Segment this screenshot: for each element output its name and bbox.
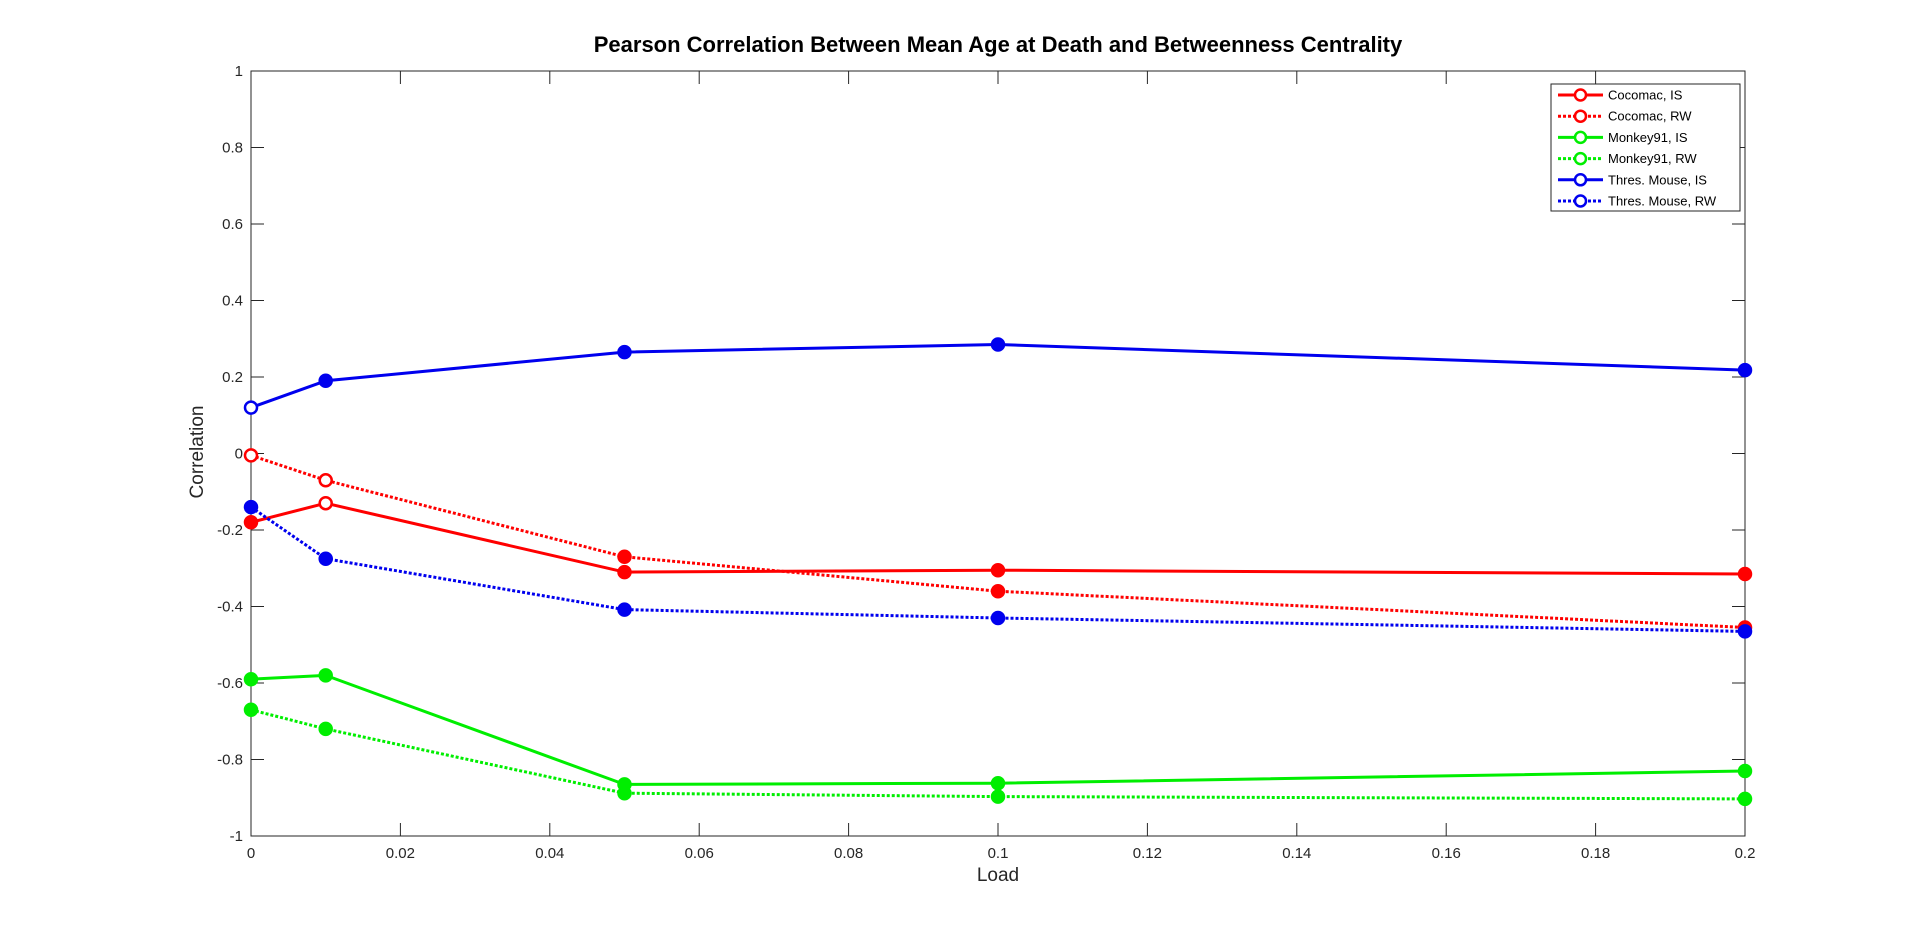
data-point <box>1737 362 1753 378</box>
data-point <box>243 448 259 463</box>
data-point <box>243 400 259 415</box>
y-tick-label: 0.2 <box>222 369 243 386</box>
series-line <box>250 505 1746 633</box>
legend-marker <box>1573 151 1588 166</box>
legend: Cocomac, IS Cocomac, RW Monkey91, IS Monkey… <box>1550 83 1741 212</box>
series-layer <box>243 337 1753 807</box>
data-point <box>617 549 632 565</box>
data-point <box>243 515 259 530</box>
x-tick-label: 0.14 <box>1282 845 1311 862</box>
y-tick-label: 1 <box>235 63 243 80</box>
data-point <box>990 583 1006 599</box>
legend-label: Monkey91, IS <box>1608 130 1688 145</box>
x-tick-label: 0.02 <box>386 845 415 862</box>
data-point <box>243 671 259 687</box>
y-tick-label: 0.6 <box>222 216 243 233</box>
legend-item: Monkey91, RW <box>1558 151 1697 166</box>
data-point <box>1737 566 1753 582</box>
legend-box <box>1550 83 1741 212</box>
data-point <box>318 495 333 511</box>
x-tick-label: 0.08 <box>834 845 863 862</box>
data-point <box>1737 763 1753 779</box>
series-1 <box>243 448 1753 635</box>
y-tick-label: -0.8 <box>217 752 243 769</box>
legend-label: Monkey91, RW <box>1608 151 1697 166</box>
legend-marker <box>1573 109 1588 123</box>
axis-ticks: 0 0.02 0.04 0.06 0.08 0.1 0.12 0.14 0.16 0.18 0.2 -… <box>217 63 1755 862</box>
x-tick-label: 0.16 <box>1432 845 1461 862</box>
x-tick-label: 0.12 <box>1133 845 1162 862</box>
x-axis-label: Load <box>977 865 1019 886</box>
y-tick-label: -0.6 <box>217 675 243 692</box>
chart-title: Pearson Correlation Between Mean Age at … <box>594 32 1403 57</box>
legend-marker <box>1573 173 1588 187</box>
legend-item: Monkey91, IS <box>1558 130 1688 145</box>
legend-label: Thres. Mouse, RW <box>1608 194 1717 209</box>
series-4 <box>243 337 1753 415</box>
x-tick-label: 0.2 <box>1735 845 1756 862</box>
y-tick-label: 0.8 <box>222 140 243 157</box>
x-tick-label: 0.1 <box>988 845 1009 862</box>
legend-item: Thres. Mouse, IS <box>1558 172 1707 187</box>
data-point <box>318 721 333 737</box>
series-3 <box>243 702 1753 807</box>
data-point <box>990 610 1006 626</box>
data-point <box>990 789 1006 804</box>
data-point <box>318 373 333 389</box>
data-point <box>990 337 1006 352</box>
legend-label: Thres. Mouse, IS <box>1608 172 1707 187</box>
y-tick-label: -0.4 <box>217 599 243 616</box>
legend-marker <box>1573 130 1588 145</box>
legend-label: Cocomac, RW <box>1608 109 1692 124</box>
y-tick-label: -1 <box>230 828 243 845</box>
data-point <box>318 551 333 566</box>
data-point <box>990 562 1006 578</box>
y-axis-label: Correlation <box>187 406 208 499</box>
data-point <box>617 564 632 580</box>
legend-item: Cocomac, IS <box>1558 88 1683 103</box>
plot-area <box>250 70 1746 837</box>
data-point <box>318 473 333 488</box>
data-point <box>1737 624 1753 639</box>
series-2 <box>243 668 1753 792</box>
data-point <box>243 702 259 718</box>
y-tick-label: -0.2 <box>217 522 243 539</box>
data-point <box>617 344 632 360</box>
x-tick-label: 0.18 <box>1581 845 1610 862</box>
data-point <box>1737 791 1753 807</box>
y-tick-label: 0 <box>235 446 243 463</box>
legend-item: Thres. Mouse, RW <box>1558 194 1717 209</box>
y-tick-label: 0.4 <box>222 293 243 310</box>
legend-label: Cocomac, IS <box>1608 88 1683 103</box>
x-tick-label: 0.06 <box>685 845 714 862</box>
x-tick-label: 0 <box>247 845 255 862</box>
data-point <box>617 785 632 801</box>
series-5 <box>243 499 1753 639</box>
data-point <box>617 602 632 617</box>
data-point <box>318 668 333 683</box>
legend-marker <box>1573 194 1588 208</box>
series-0 <box>243 495 1753 582</box>
legend-item: Cocomac, RW <box>1558 109 1692 124</box>
x-tick-label: 0.04 <box>535 845 564 862</box>
data-point <box>990 775 1006 791</box>
data-point <box>243 499 259 515</box>
legend-marker <box>1573 88 1588 102</box>
